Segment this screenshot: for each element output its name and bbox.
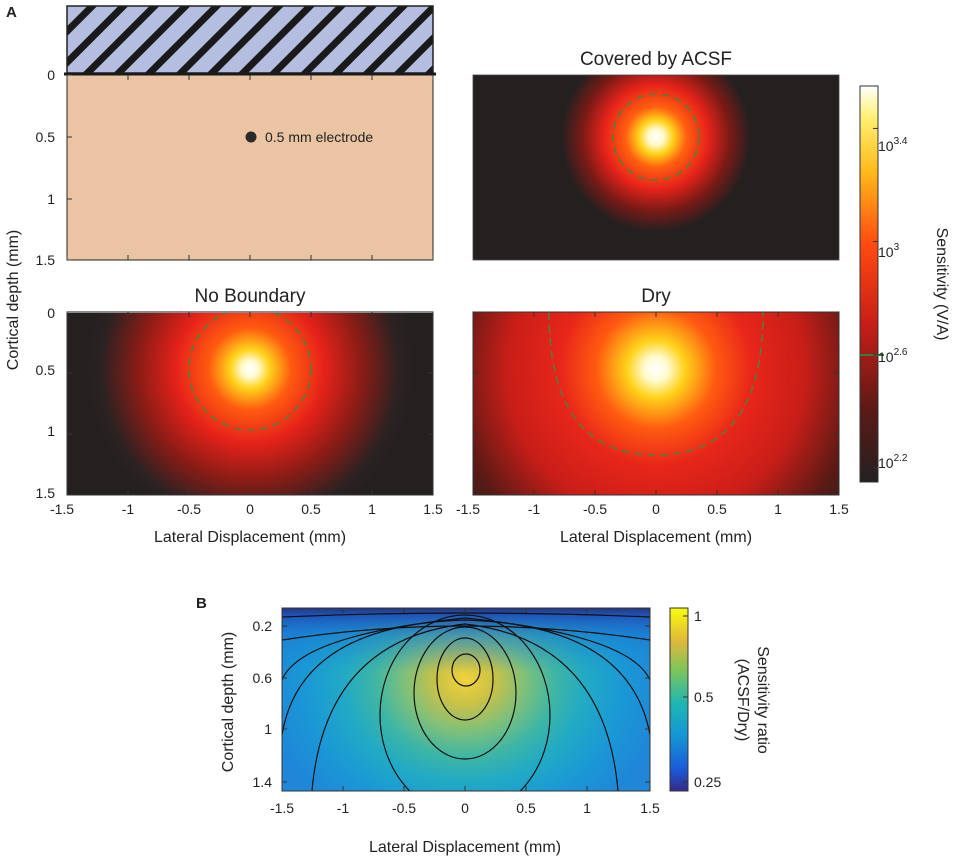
ratio-frame xyxy=(281,607,651,792)
y-tick-label: 0 xyxy=(47,305,55,321)
no-boundary-heatmap xyxy=(67,312,433,495)
covered-frame xyxy=(472,74,840,261)
colorbar-b-tick-label: 1 xyxy=(694,608,702,624)
covered-heatmap xyxy=(473,75,839,260)
y-tick-label: 0.5 xyxy=(36,129,56,145)
x-tick-label: 1.5 xyxy=(423,501,443,517)
colorbar-a-tick-label: 103.4 xyxy=(878,136,908,154)
contour-line xyxy=(451,653,481,687)
dry-panel: Dry -1.5 -1 -0.5 0 0.5 1 1.5 Lateral Dis… xyxy=(456,286,849,546)
covered-title: Covered by ACSF xyxy=(580,49,732,70)
dry-title: Dry xyxy=(641,286,671,307)
saline-layer xyxy=(66,5,434,74)
colorbar-b-label-line1: Sensitivity ratio xyxy=(754,646,771,754)
x-tick-label: 1 xyxy=(774,501,782,517)
x-tick-label: -1.5 xyxy=(456,501,480,517)
colorbar-a-tick-marks xyxy=(873,127,878,469)
x-tick-label: 0.5 xyxy=(301,501,321,517)
y-tick-label: 1.5 xyxy=(36,485,56,501)
colorbar-b-tick-label: 0.25 xyxy=(694,774,721,790)
contour-line xyxy=(282,619,650,736)
colorbar-b-label-line2: (ACSF/Dry) xyxy=(734,659,751,742)
y-tick-label: 0.6 xyxy=(253,670,273,686)
x-tick-label: -1.5 xyxy=(270,800,294,816)
x-axis-label: Lateral Displacement (mm) xyxy=(369,839,561,856)
schematic-tick-marks xyxy=(66,74,434,261)
x-tick-label: -0.5 xyxy=(392,800,416,816)
y-tick-label: 1 xyxy=(47,191,55,207)
x-tick-label: -1.5 xyxy=(50,501,74,517)
panel-letter-a: A xyxy=(6,4,17,21)
colorbar-a-tick-label: 102.2 xyxy=(878,453,908,471)
y-tick-label: 1 xyxy=(47,423,55,439)
dry-heatmap xyxy=(473,312,839,495)
y-tick-label: 1.4 xyxy=(253,774,273,790)
x-tick-label: 1.5 xyxy=(829,501,849,517)
panel-letter-b: B xyxy=(196,595,207,612)
x-tick-label: 1.5 xyxy=(640,800,660,816)
colorbar-b-gradient xyxy=(669,607,689,792)
ratio-panel: 0.2 0.6 1 1.4 -1.5 -1 -0.5 0 0.5 1 1.5 L… xyxy=(220,607,660,856)
colorbar-a-gradient xyxy=(859,85,879,483)
x-axis-label: Lateral Displacement (mm) xyxy=(560,529,752,546)
colorbar-a-tick-label: 103 xyxy=(878,242,900,260)
colorbar-b-tick-marks xyxy=(683,615,688,783)
no-boundary-title: No Boundary xyxy=(195,286,306,307)
x-tick-label: -1 xyxy=(122,501,135,517)
x-tick-label: 1 xyxy=(368,501,376,517)
x-tick-label: 0.5 xyxy=(707,501,727,517)
x-tick-label: 0.5 xyxy=(516,800,536,816)
contour-line xyxy=(436,637,494,721)
ratio-contours xyxy=(282,612,650,791)
x-tick-label: 0 xyxy=(461,800,469,816)
y-axis-label-a: Cortical depth (mm) xyxy=(5,230,22,370)
no-boundary-tick-marks xyxy=(66,311,434,496)
no-boundary-panel: No Boundary 0 0.5 1 1.5 -1.5 -1 -0.5 0 0… xyxy=(36,286,443,546)
colorbar-b: 1 0.5 0.25 Sensitivity ratio (ACSF/Dry) xyxy=(669,607,771,792)
colorbar-a: 102.2 102.6 103 103.4 Sensitivity (V/A) xyxy=(859,85,950,483)
x-axis-label: Lateral Displacement (mm) xyxy=(154,529,346,546)
ratio-tick-marks xyxy=(281,608,651,791)
contour-line xyxy=(379,614,551,791)
x-tick-label: 0 xyxy=(652,501,660,517)
dry-tick-marks xyxy=(472,311,840,496)
y-tick-label: 0.5 xyxy=(36,362,56,378)
colorbar-a-tick-label: 102.6 xyxy=(878,347,908,365)
no-boundary-dashed-contour xyxy=(188,312,312,431)
x-tick-label: 1 xyxy=(583,800,591,816)
covered-panel: Covered by ACSF xyxy=(472,49,840,261)
schematic-panel: 0.5 mm electrode 0 0.5 1 1.5 xyxy=(36,5,436,268)
y-axis-label-b: Cortical depth (mm) xyxy=(220,632,237,772)
tissue-region xyxy=(66,74,434,261)
y-tick-label: 1 xyxy=(264,721,272,737)
dry-dashed-contour xyxy=(548,312,764,456)
contour-line xyxy=(311,623,619,791)
x-tick-label: -0.5 xyxy=(583,501,607,517)
x-tick-label: -0.5 xyxy=(177,501,201,517)
contour-line xyxy=(282,617,650,681)
x-tick-label: -1 xyxy=(528,501,541,517)
covered-dashed-contour xyxy=(612,93,700,181)
colorbar-b-tick-label: 0.5 xyxy=(694,689,714,705)
y-tick-label: 1.5 xyxy=(36,252,56,268)
electrode-dot xyxy=(245,131,257,143)
electrode-label: 0.5 mm electrode xyxy=(265,129,373,145)
x-tick-label: 0 xyxy=(246,501,254,517)
contour-line xyxy=(282,625,650,641)
y-tick-label: 0 xyxy=(47,67,55,83)
colorbar-a-label: Sensitivity (V/A) xyxy=(933,228,950,341)
y-tick-label: 0.2 xyxy=(253,618,273,634)
ratio-surface-shading xyxy=(282,608,650,791)
x-tick-label: -1 xyxy=(337,800,350,816)
contour-line xyxy=(413,626,517,760)
